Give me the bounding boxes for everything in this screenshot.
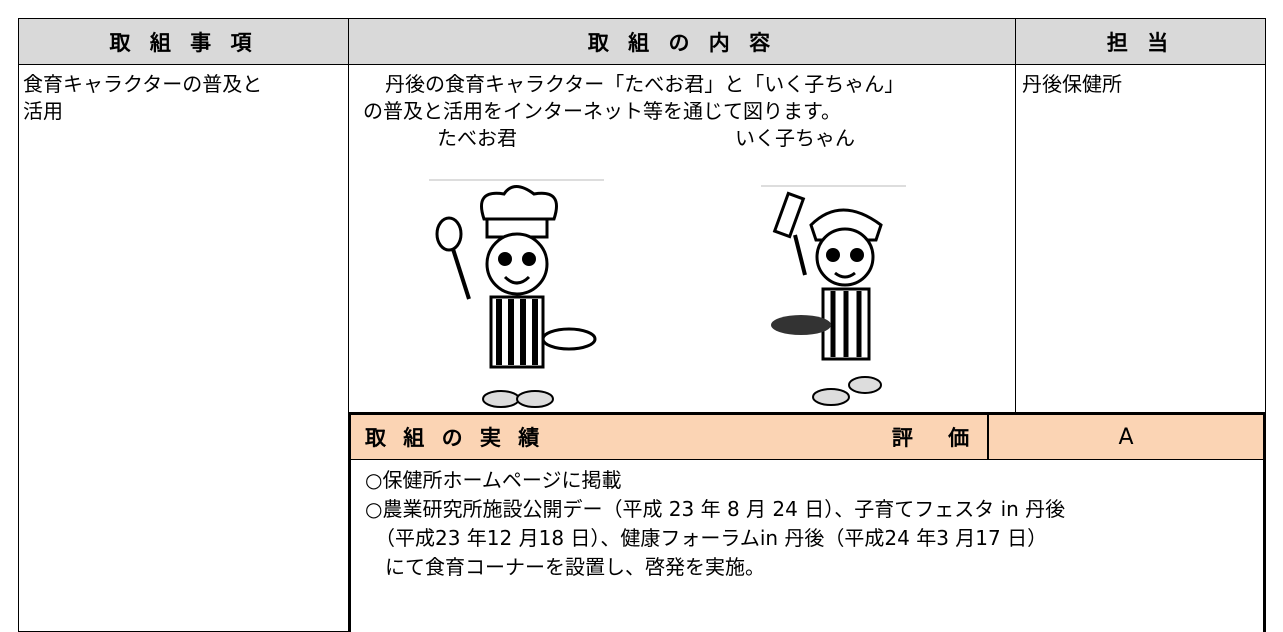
item-line: 食育キャラクターの普及と: [23, 72, 263, 96]
character-name: たべお君: [437, 126, 517, 150]
character-image: [429, 179, 604, 408]
character-name: いく子ちゃん: [735, 126, 855, 150]
header-cell: 担 当: [1015, 18, 1266, 65]
result-line: （平成23 年12 月18 日）、健康フォーラムin 丹後（平成24 年3 月1…: [375, 526, 1048, 550]
rating-header: 評 価: [888, 415, 990, 460]
results-table: 取 組 の 実 績 評 価 A ○保健所ホームページに掲載 ○農業研究所施設公開…: [348, 412, 1266, 632]
character-image: [761, 185, 906, 406]
result-line: ○農業研究所施設公開デー（平成 23 年 8 月 24 日）、子育てフェスタ i…: [365, 497, 1066, 521]
rating: A: [989, 415, 1263, 460]
owner-cell: 丹後保健所: [1015, 64, 1266, 414]
item-cell: 食育キャラクターの普及と 活用: [18, 64, 349, 632]
content-cell: 丹後の食育キャラクター「たべお君」と「いく子ちゃん」 の普及と活用をインターネッ…: [348, 64, 1016, 414]
result-line: にて食育コーナーを設置し、啓発を実施。: [385, 555, 765, 579]
header-cell: 取 組 の 内 容: [348, 18, 1016, 65]
content-line: 丹後の食育キャラクター「たべお君」と「いく子ちゃん」: [385, 72, 905, 96]
content-line: の普及と活用をインターネット等を通じて図ります。: [363, 99, 841, 123]
item-line: 活用: [23, 99, 63, 123]
result-line: ○保健所ホームページに掲載: [365, 468, 622, 492]
results-header: 取 組 の 実 績: [351, 415, 889, 460]
owner: 丹後保健所: [1022, 72, 1122, 96]
header-cell: 取 組 事 項: [18, 18, 349, 65]
